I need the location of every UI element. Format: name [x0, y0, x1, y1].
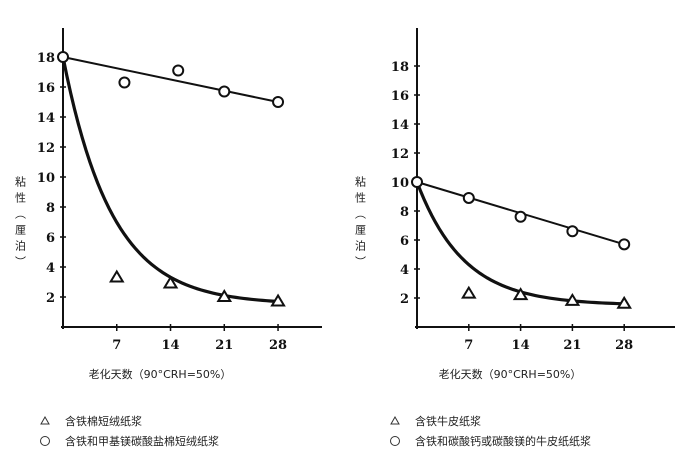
legend-entry: 含铁和甲基镁碳酸盐棉短绒纸浆	[65, 434, 219, 448]
y-tick-label: 12	[37, 141, 55, 156]
data-point-circle	[118, 76, 131, 89]
data-point-triangle	[216, 289, 233, 302]
y-tick-label: 6	[400, 234, 409, 249]
y-axis-label: 粘性（厘泊）	[354, 175, 367, 272]
legend-triangle-icon	[40, 415, 50, 425]
y-axis-label: 粘性（厘泊）	[14, 175, 27, 272]
data-point-circle	[172, 64, 185, 77]
legend-entry: 含铁棉短绒纸浆	[65, 414, 142, 428]
y-tick-label: 18	[391, 60, 409, 75]
x-tick-label: 28	[269, 338, 287, 353]
data-point-triangle	[564, 292, 581, 306]
y-tick-label: 2	[400, 292, 409, 307]
data-point-triangle	[162, 275, 179, 289]
y-tick-label: 18	[37, 51, 55, 66]
legend-circle-icon	[390, 436, 400, 446]
data-point-triangle	[616, 295, 632, 309]
y-tick-label: 16	[391, 89, 409, 104]
data-point-circle	[566, 225, 579, 238]
data-point-circle	[57, 51, 69, 63]
legend-circle-icon	[40, 436, 50, 446]
data-point-circle	[514, 210, 527, 223]
x-axis-label: 老化天数（90°CRH=50%）	[439, 367, 582, 381]
data-point-triangle	[108, 269, 125, 283]
x-tick-label: 7	[464, 338, 473, 353]
y-tick-label: 16	[37, 81, 55, 96]
y-tick-label: 14	[391, 118, 409, 133]
data-point-triangle	[270, 293, 286, 307]
data-point-circle	[462, 191, 475, 204]
data-point-circle	[272, 96, 285, 108]
y-tick-label: 8	[400, 205, 409, 220]
legend-entry: 含铁牛皮纸浆	[415, 414, 481, 428]
data-point-circle	[618, 238, 631, 251]
x-tick-label: 21	[563, 338, 581, 353]
trend-line	[62, 56, 279, 103]
x-tick-label: 14	[161, 338, 179, 353]
x-tick-label: 7	[112, 338, 121, 353]
y-tick-label: 10	[37, 171, 55, 186]
decay-curve	[61, 56, 279, 304]
y-tick-label: 4	[46, 261, 55, 276]
data-point-circle	[411, 176, 423, 188]
legend-entry: 含铁和碳酸钙或碳酸镁的牛皮纸纸浆	[415, 434, 591, 448]
x-tick-label: 14	[512, 338, 530, 353]
y-tick-label: 12	[391, 147, 409, 162]
decay-curve	[415, 181, 625, 306]
legend-triangle-icon	[390, 415, 400, 425]
x-tick-label: 21	[215, 338, 233, 353]
y-tick-label: 2	[46, 291, 55, 306]
y-tick-label: 6	[46, 231, 55, 246]
y-tick-label: 14	[37, 111, 55, 126]
y-tick-label: 4	[400, 263, 409, 278]
y-tick-label: 10	[391, 176, 409, 191]
y-tick-label: 8	[46, 201, 55, 216]
data-point-circle	[218, 85, 231, 98]
data-point-triangle	[461, 285, 477, 299]
x-tick-label: 28	[615, 338, 633, 353]
x-axis-label: 老化天数（90°CRH=50%）	[89, 367, 232, 381]
data-point-triangle	[512, 287, 529, 301]
